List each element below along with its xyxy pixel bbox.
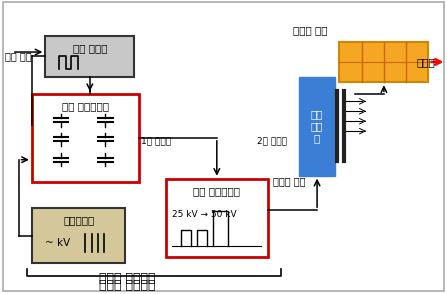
Text: 25 kV → 50 kV: 25 kV → 50 kV xyxy=(172,210,237,219)
Bar xyxy=(165,179,268,258)
Text: 2차 고전압: 2차 고전압 xyxy=(257,136,287,145)
Text: 제어 연동: 제어 연동 xyxy=(5,51,32,61)
Bar xyxy=(339,41,429,82)
Text: 직류공급원: 직류공급원 xyxy=(63,215,94,225)
Text: 빔발생: 빔발생 xyxy=(417,57,435,67)
Bar xyxy=(299,76,335,176)
Text: 마그
네트
론: 마그 네트 론 xyxy=(311,110,323,143)
Text: 펄스 트랜스포마: 펄스 트랜스포마 xyxy=(193,186,240,196)
Text: ~ kV: ~ kV xyxy=(45,238,71,248)
Text: 펄스 모듈레이터: 펄스 모듈레이터 xyxy=(62,101,109,111)
Bar xyxy=(45,36,135,76)
Text: 가속관 작동: 가속관 작동 xyxy=(293,25,328,35)
Bar xyxy=(32,208,126,263)
Bar xyxy=(32,94,139,182)
Text: 1차 고전압: 1차 고전압 xyxy=(141,136,171,145)
Text: 고주파 전원장치: 고주파 전원장치 xyxy=(99,272,156,285)
Text: 고주파 전원장치: 고주파 전원장치 xyxy=(99,279,156,292)
Text: 펄스 생성기: 펄스 생성기 xyxy=(72,43,107,53)
Text: 고주파 발생: 고주파 발생 xyxy=(273,177,305,187)
